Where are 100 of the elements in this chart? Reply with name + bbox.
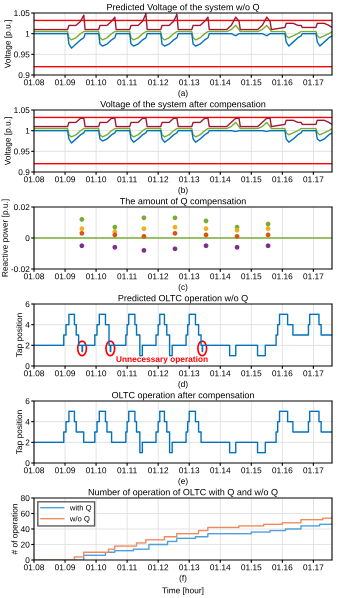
point — [172, 246, 178, 252]
x-tick-label: 01.15 — [241, 564, 262, 570]
annotation: Unnecessary operation — [116, 356, 208, 364]
x-tick-label: 01.13 — [179, 467, 200, 474]
chart-title: Predicted OLTC operation w/o Q — [118, 294, 248, 304]
x-tick-label: 01.15 — [241, 176, 262, 182]
y-tick-label: 2 — [26, 440, 30, 446]
x-tick-label: 01.09 — [54, 273, 76, 280]
y-axis-title: Tap position — [16, 410, 24, 454]
x-tick-label: 01.15 — [241, 467, 262, 474]
y-axis-title: # of operation — [11, 504, 20, 554]
x-tick-label: 01.14 — [210, 79, 230, 86]
point — [79, 243, 84, 248]
text: (c) — [178, 284, 188, 292]
x-tick-label: 01.11 — [117, 370, 137, 376]
x-tick-label: 01.16 — [272, 176, 292, 182]
point — [204, 218, 208, 224]
x-tick-label: 01.15 — [241, 79, 262, 86]
y-tick-label: 40 — [20, 526, 30, 532]
text: (f) — [180, 574, 186, 583]
x-tick-label: 01.10 — [86, 467, 106, 474]
x-tick-label: 01.08 — [24, 467, 44, 474]
y-tick-label: 0.9 — [18, 169, 30, 176]
x-tick-label: 01.17 — [303, 370, 324, 376]
x-tick-label: 01.16 — [272, 273, 292, 280]
chart-title: Number of operation of OLTC with Q and w/o Q — [88, 488, 278, 498]
x-tick-label: 01.11 — [117, 176, 137, 182]
y-tick-label: 80 — [20, 495, 30, 502]
x-tick-label: 01.13 — [179, 370, 200, 376]
x-tick-label: 01.17 — [303, 564, 324, 570]
y-axis-title: Voltage [p.u.] — [4, 20, 12, 68]
chart-title: OLTC operation after compensation — [112, 392, 254, 400]
x-tick-label: 01.13 — [179, 79, 200, 86]
point — [234, 228, 240, 233]
x-tick-label: 01.10 — [86, 79, 106, 86]
x-tick-label: 01.10 — [86, 273, 106, 280]
x-tick-label: 01.09 — [54, 564, 76, 570]
x-tick-label: 01.12 — [148, 176, 168, 182]
point — [79, 230, 84, 236]
x-tick-label: 01.16 — [272, 564, 292, 570]
x-tick-label: 01.08 — [24, 564, 44, 570]
x-tick-label: 01.13 — [179, 176, 200, 182]
point — [204, 226, 208, 232]
y-tick-label: 0.95 — [14, 52, 30, 58]
y-tick-label: 4 — [25, 418, 30, 425]
y-axis-title: Tap position — [16, 313, 24, 358]
chart-title: Predicted Voltage of the system w/o Q — [107, 4, 260, 12]
x-tick-label: 01.12 — [148, 370, 168, 376]
point — [172, 224, 178, 230]
y-tick-label: 1.05 — [14, 10, 30, 16]
x-tick-label: 01.12 — [148, 79, 168, 86]
y-tick-label: 0.02 — [14, 204, 30, 210]
x-tick-label: 01.14 — [210, 370, 230, 376]
point — [142, 215, 146, 220]
y-tick-label: 60 — [20, 510, 30, 517]
y-tick-label: 1 — [26, 30, 30, 37]
x-tick-label: 01.15 — [241, 370, 262, 376]
point — [266, 222, 270, 226]
point — [266, 243, 270, 248]
point — [172, 230, 178, 236]
x-tick-label: 01.13 — [179, 564, 200, 570]
point — [266, 226, 270, 232]
x-tick-label: 01.08 — [24, 79, 44, 86]
point — [234, 244, 240, 250]
x-tick-label: 01.11 — [117, 79, 137, 86]
x-tick-label: 01.11 — [117, 467, 137, 474]
y-tick-label: 20 — [20, 542, 30, 548]
x-tick-label: 01.15 — [241, 273, 262, 280]
text: (b) — [178, 186, 188, 195]
x-tick-label: 01.12 — [148, 467, 168, 474]
x-tick-label: 01.09 — [54, 176, 76, 182]
point — [172, 215, 178, 220]
x-tick-label: 01.14 — [210, 564, 230, 570]
x-tick-label: 01.13 — [179, 273, 200, 280]
point — [266, 232, 270, 238]
x-tick-label: 01.14 — [210, 176, 230, 182]
chart-title: Voltage of the system after compensation — [100, 100, 266, 110]
x-tick-label: 01.08 — [24, 176, 44, 182]
x-tick-label: 01.10 — [86, 176, 106, 182]
text: (a) — [178, 90, 188, 98]
point — [142, 248, 146, 253]
x-tick-label: 01.10 — [86, 370, 106, 376]
x-tick-label: 01.09 — [54, 79, 76, 86]
point — [234, 234, 240, 239]
x-tick-label: 01.12 — [148, 564, 168, 570]
point — [79, 217, 84, 222]
x-axis-title: Time [hour] — [162, 587, 204, 595]
y-tick-label: 1.05 — [14, 107, 30, 114]
y-tick-label: -0.02 — [11, 266, 30, 272]
x-tick-label: 01.14 — [210, 273, 230, 280]
x-tick-label: 01.16 — [272, 79, 292, 86]
point — [142, 234, 146, 239]
x-tick-label: 01.08 — [24, 370, 44, 376]
y-tick-label: 4 — [25, 322, 30, 328]
x-tick-label: 01.17 — [303, 273, 324, 280]
y-tick-label: 2 — [26, 342, 30, 348]
point — [204, 243, 208, 248]
x-tick-label: 01.11 — [117, 273, 137, 280]
y-tick-label: 0 — [26, 363, 30, 370]
x-tick-label: 01.16 — [272, 370, 292, 376]
